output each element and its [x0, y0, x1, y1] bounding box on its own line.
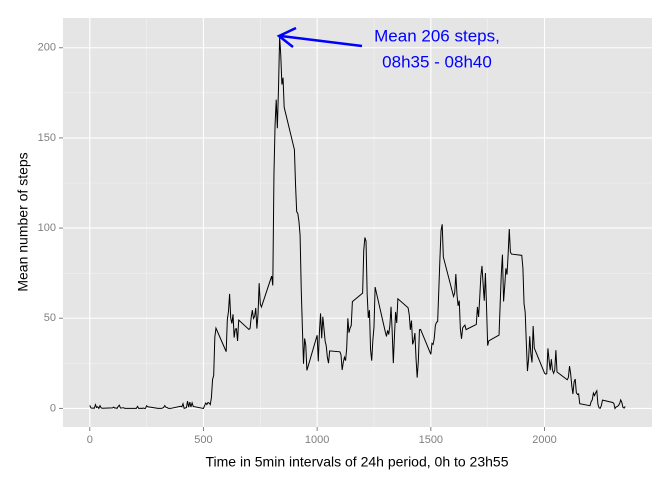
x-tick-label: 1000 — [305, 434, 329, 446]
x-tick-label: 2000 — [532, 434, 556, 446]
y-tick-label: 100 — [38, 222, 56, 234]
x-tick-label: 0 — [87, 434, 93, 446]
annotation-text: Mean 206 steps, — [374, 26, 500, 45]
x-tick-label: 1500 — [419, 434, 443, 446]
annotation-arrow — [280, 34, 363, 48]
x-tick-label: 500 — [194, 434, 212, 446]
panel — [63, 18, 652, 427]
y-tick-label: 200 — [38, 42, 56, 54]
x-axis-label: Time in 5min intervals of 24h period, 0h… — [206, 454, 509, 470]
y-tick-label: 50 — [44, 312, 56, 324]
y-tick-label: 150 — [38, 132, 56, 144]
annotation-text: 08h35 - 08h40 — [382, 52, 492, 71]
y-axis-label: Mean number of steps — [15, 152, 31, 291]
annotation: Mean 206 steps, 08h35 - 08h40 — [276, 26, 500, 71]
plot — [89, 36, 626, 410]
grid — [63, 18, 652, 427]
y-tick-label: 0 — [50, 402, 56, 414]
annotation-arrowhead — [276, 26, 297, 48]
line — [89, 36, 626, 410]
